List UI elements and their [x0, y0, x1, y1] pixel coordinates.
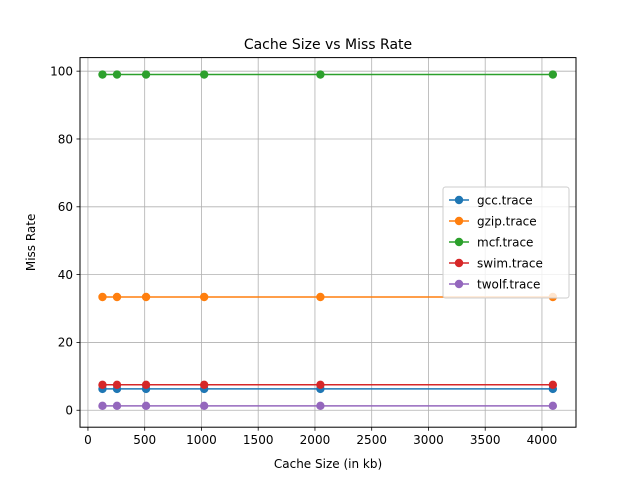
legend-label: mcf.trace	[477, 235, 533, 249]
y-tick-label: 20	[58, 336, 73, 350]
legend-swatch-marker	[454, 258, 464, 268]
legend-entry: gzip.trace	[449, 214, 537, 228]
legend-swatch-marker	[454, 216, 464, 226]
data-point	[141, 380, 151, 390]
x-tick-label: 2500	[356, 433, 387, 447]
data-point	[141, 401, 151, 411]
data-point	[316, 380, 325, 390]
x-tick-label: 0	[84, 433, 92, 447]
series-swim-trace	[98, 380, 558, 390]
x-tick-label: 1000	[186, 433, 217, 447]
legend-label: gzip.trace	[477, 214, 537, 228]
tick-layer: 0 500 1000 1500 2000 2500 3000 3500 4000 0 20 40 60 8…	[50, 64, 557, 447]
legend-label: gcc.trace	[477, 193, 533, 207]
data-point	[98, 292, 107, 302]
data-point	[141, 70, 151, 79]
plot-frame	[79, 57, 577, 428]
y-tick-label: 0	[65, 404, 73, 418]
x-tick-label: 4000	[527, 433, 558, 447]
grid-layer	[80, 57, 576, 428]
legend-entry: swim.trace	[449, 256, 543, 270]
series-twolf-trace	[98, 401, 558, 411]
y-tick-label: 60	[58, 200, 73, 214]
y-axis-label: Miss Rate	[24, 214, 38, 272]
legend-swatch-marker	[454, 195, 464, 205]
legend-entry: gcc.trace	[449, 193, 533, 207]
data-point	[199, 70, 209, 79]
legend: gcc.trace gzip.trace mcf.trace swim.trace tw…	[442, 186, 570, 299]
data-point	[112, 380, 122, 390]
x-tick-label: 1500	[243, 433, 274, 447]
legend-label: swim.trace	[477, 256, 543, 270]
x-axis-label: Cache Size (in kb)	[274, 457, 382, 471]
data-point	[112, 292, 122, 302]
data-point	[98, 380, 107, 390]
data-point	[199, 401, 209, 411]
x-tick-label: 500	[133, 433, 156, 447]
y-tick-label: 40	[58, 268, 73, 282]
data-point	[199, 292, 209, 302]
data-point	[98, 401, 107, 411]
data-point	[98, 70, 107, 79]
legend-box	[442, 186, 570, 299]
data-point	[316, 70, 325, 79]
x-tick-label: 3000	[413, 433, 444, 447]
y-tick-label: 80	[58, 132, 73, 146]
data-point	[548, 380, 558, 390]
y-tick-label: 100	[50, 64, 73, 78]
data-point	[316, 401, 325, 411]
legend-swatch-marker	[454, 279, 464, 289]
data-point	[548, 401, 558, 411]
data-point	[316, 292, 325, 302]
legend-label: twolf.trace	[477, 277, 540, 291]
data-point	[199, 380, 209, 390]
data-point	[141, 292, 151, 302]
x-tick-label: 2000	[300, 433, 331, 447]
x-tick-label: 3500	[470, 433, 501, 447]
data-point	[548, 70, 558, 79]
legend-swatch-marker	[454, 237, 464, 247]
chart-title: Cache Size vs Miss Rate	[244, 37, 412, 53]
data-point	[112, 401, 122, 411]
legend-entry: mcf.trace	[449, 235, 533, 249]
data-point	[112, 70, 122, 79]
series-mcf-trace	[98, 70, 558, 79]
legend-entry: twolf.trace	[449, 277, 540, 291]
